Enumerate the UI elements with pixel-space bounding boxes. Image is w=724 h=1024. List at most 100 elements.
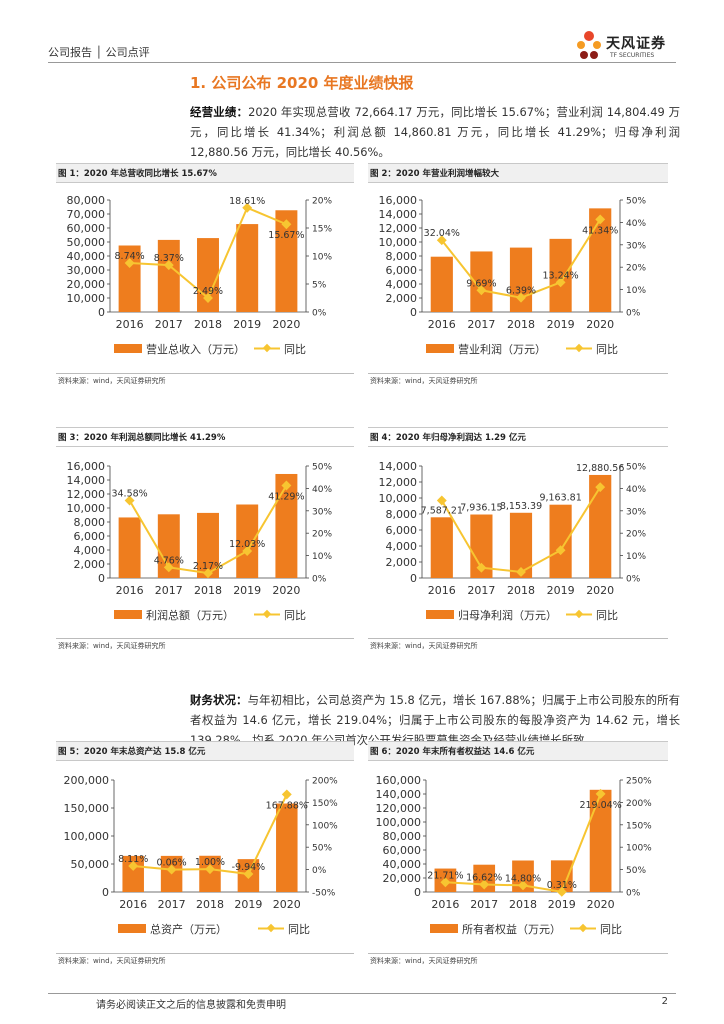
- y-tick-label: 100,000: [376, 816, 422, 829]
- bar: [122, 855, 144, 892]
- data-label: 12,880.56: [576, 463, 624, 474]
- legend-bar-label: 总资产（万元）: [150, 922, 227, 936]
- source-divider: [56, 638, 354, 639]
- y-tick-label: 10,000: [67, 292, 106, 305]
- y-tick-label: 0: [102, 886, 109, 899]
- figure-title: 图 5：2020 年末总资产达 15.8 亿元: [56, 741, 354, 761]
- data-label: 7,587.21: [421, 505, 463, 516]
- legend-line-marker: [262, 343, 272, 353]
- x-tick-label: 2020: [587, 898, 615, 911]
- bar: [549, 504, 572, 578]
- y-tick-label: 160,000: [376, 774, 422, 787]
- x-tick-label: 2020: [586, 318, 614, 331]
- operating-profit-chart: 02,0004,0006,0008,00010,00012,00014,0001…: [379, 194, 647, 356]
- y2-tick-label: 10%: [626, 286, 646, 296]
- yoy-point: [436, 495, 447, 506]
- y2-tick-label: 200%: [626, 799, 652, 809]
- x-tick-label: 2018: [194, 318, 222, 331]
- yoy-point: [242, 546, 253, 557]
- legend-line-marker: [266, 923, 276, 933]
- data-label: 167.88%: [266, 800, 308, 811]
- y2-tick-label: 200%: [312, 777, 338, 787]
- equity-chart: 020,00040,00060,00080,000100,000120,0001…: [376, 774, 653, 936]
- y2-tick-label: 0%: [626, 309, 641, 319]
- paragraph-text: 2020 年实现总营收 72,664.17 万元，同比增长 15.67%；营业利…: [190, 105, 680, 159]
- x-tick-label: 2017: [467, 584, 495, 597]
- data-label: 9.69%: [466, 278, 496, 289]
- y2-tick-label: 20%: [626, 530, 646, 540]
- x-tick-label: 2018: [194, 584, 222, 597]
- data-label: 14.80%: [505, 873, 541, 884]
- y-tick-label: 8,000: [386, 250, 418, 263]
- y-tick-label: 6,000: [386, 264, 418, 277]
- yoy-point: [163, 260, 174, 271]
- y-tick-label: 2,000: [386, 292, 418, 305]
- x-tick-label: 2017: [155, 318, 183, 331]
- y2-tick-label: 0%: [312, 309, 327, 319]
- y-tick-label: 80,000: [67, 194, 106, 207]
- x-tick-label: 2017: [467, 318, 495, 331]
- y2-tick-label: 5%: [312, 281, 327, 291]
- y-tick-label: 20,000: [67, 278, 106, 291]
- y-tick-label: 6,000: [74, 530, 106, 543]
- x-tick-label: 2017: [155, 584, 183, 597]
- figure-title: 图 3：2020 年利润总额同比增长 41.29%: [56, 427, 354, 447]
- data-label: 2.17%: [193, 561, 223, 572]
- legend-line-marker: [262, 609, 272, 619]
- legend-line-label: 同比: [284, 343, 306, 356]
- x-tick-label: 2017: [158, 898, 186, 911]
- x-tick-label: 2019: [547, 584, 575, 597]
- y-tick-label: 70,000: [67, 208, 106, 221]
- x-tick-label: 2016: [428, 584, 456, 597]
- y2-tick-label: 0%: [626, 575, 641, 585]
- y-tick-label: 140,000: [376, 788, 422, 801]
- data-label: 8.11%: [118, 854, 148, 865]
- y2-tick-label: 10%: [312, 552, 332, 562]
- footer-divider: [48, 993, 676, 994]
- figure-title: 图 2：2020 年营业利润增幅较大: [368, 163, 668, 183]
- bar: [430, 256, 453, 312]
- header-divider: [48, 62, 676, 63]
- y-tick-label: 14,000: [67, 474, 106, 487]
- bar: [157, 514, 180, 578]
- bar: [549, 238, 572, 312]
- yoy-point: [555, 545, 566, 556]
- y2-tick-label: 40%: [626, 485, 646, 495]
- y2-tick-label: 40%: [312, 485, 332, 495]
- y2-tick-label: 30%: [626, 507, 646, 517]
- y-tick-label: 4,000: [386, 540, 418, 553]
- source-note: 资料来源：wind，天风证券研究所: [58, 957, 166, 965]
- y-tick-label: 120,000: [376, 802, 422, 815]
- y-tick-label: 20,000: [383, 872, 422, 885]
- source-divider: [56, 953, 354, 954]
- y-tick-label: 10,000: [379, 492, 418, 505]
- x-tick-label: 2019: [547, 318, 575, 331]
- y2-tick-label: 50%: [626, 463, 646, 473]
- y-tick-label: 40,000: [383, 858, 422, 871]
- source-divider: [368, 373, 668, 374]
- bar: [589, 474, 612, 578]
- y2-tick-label: 50%: [626, 197, 646, 207]
- y2-tick-label: 30%: [312, 507, 332, 517]
- y-tick-label: 0: [414, 886, 421, 899]
- source-note: 资料来源：wind，天风证券研究所: [58, 642, 166, 650]
- x-tick-label: 2016: [428, 318, 456, 331]
- footer-disclaimer: 请务必阅读正文之后的信息披露和免责申明: [96, 1000, 286, 1011]
- x-tick-label: 2016: [119, 898, 147, 911]
- y-tick-label: 0: [410, 572, 417, 585]
- data-label: 8,153.39: [500, 501, 542, 512]
- legend-line-marker: [578, 923, 588, 933]
- data-label: 0.06%: [157, 858, 187, 869]
- data-label: 1.00%: [195, 857, 225, 868]
- bar: [512, 860, 534, 892]
- y-tick-label: 16,000: [67, 460, 106, 473]
- bar: [275, 473, 298, 578]
- y2-tick-label: 250%: [626, 777, 652, 787]
- data-label: 13.24%: [542, 270, 578, 281]
- y-tick-label: 10,000: [67, 502, 106, 515]
- legend-bar-label: 利润总额（万元）: [146, 608, 234, 622]
- source-divider: [368, 638, 668, 639]
- y-tick-label: 0: [98, 572, 105, 585]
- data-label: 21.71%: [427, 870, 463, 881]
- section-title: 1. 公司公布 2020 年度业绩快报: [190, 74, 414, 92]
